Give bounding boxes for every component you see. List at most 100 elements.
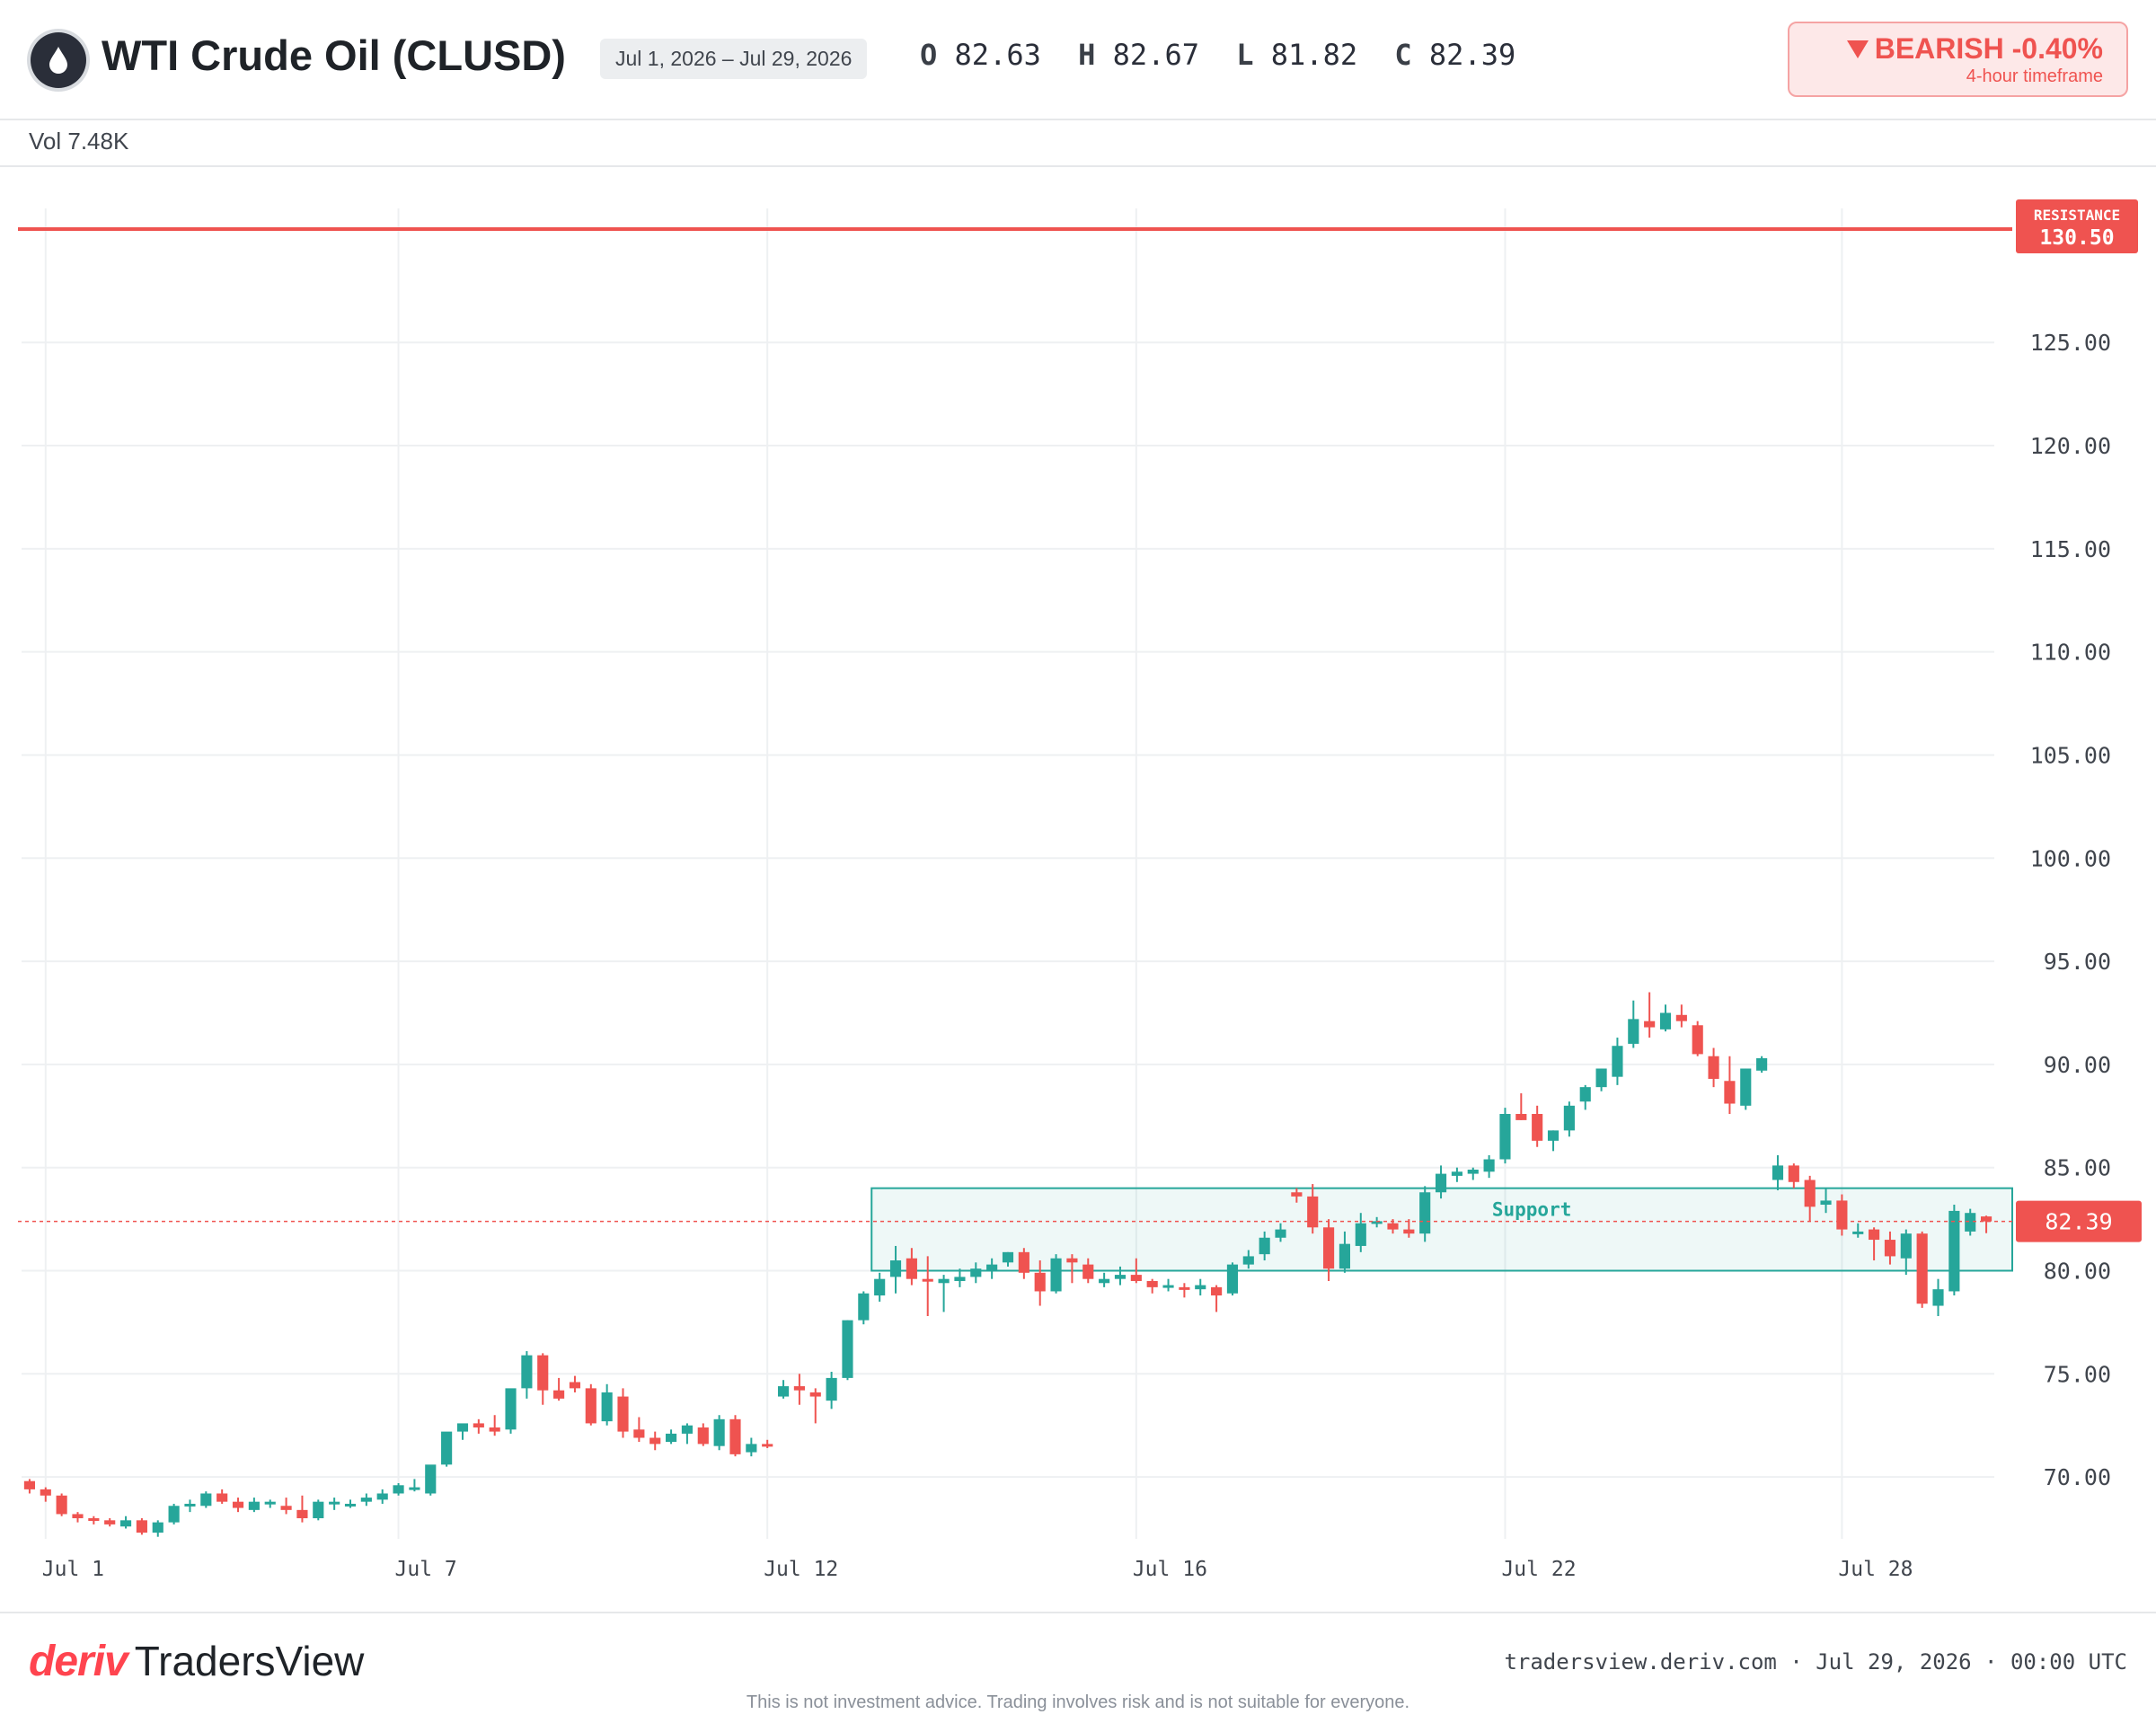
candle <box>232 1498 244 1513</box>
candle <box>666 1429 677 1445</box>
candle-body <box>1708 1056 1719 1079</box>
last-price-tag <box>2016 1200 2142 1242</box>
candle-body <box>1563 1105 1575 1131</box>
candle <box>1515 1093 1527 1120</box>
candle-body <box>697 1427 709 1445</box>
candle-body <box>1403 1229 1415 1234</box>
candle-body <box>40 1489 51 1496</box>
candle-body <box>1932 1289 1944 1306</box>
candle <box>505 1388 517 1434</box>
candle <box>329 1498 340 1510</box>
candle <box>986 1258 998 1279</box>
candle <box>1483 1154 1495 1179</box>
candle <box>1371 1216 1383 1228</box>
candle-body <box>1675 1014 1687 1021</box>
footer-meta: tradersview.deriv.com · Jul 29, 2026 · 0… <box>1504 1649 2127 1675</box>
candle-body <box>1499 1113 1511 1160</box>
candle-body <box>842 1320 853 1378</box>
low-label: L <box>1236 38 1254 72</box>
candle <box>1756 1056 1768 1074</box>
candle <box>922 1256 933 1317</box>
candle <box>1772 1154 1784 1190</box>
candle-body <box>1724 1081 1736 1104</box>
candle-body <box>601 1392 613 1422</box>
y-tick-label: 115.00 <box>2030 536 2111 562</box>
candle-body <box>1740 1068 1752 1106</box>
x-tick-label: Jul 7 <box>395 1558 457 1581</box>
candlestick-chart[interactable]: 70.00 75.00 80.00 85.00 90.00 95.00 100.00 105.… <box>0 169 2156 1612</box>
candle <box>136 1518 147 1535</box>
candle-body <box>152 1522 163 1533</box>
candle-body <box>56 1495 67 1515</box>
candle-body <box>1788 1165 1799 1182</box>
candle-body <box>569 1382 581 1389</box>
candle <box>889 1245 902 1294</box>
candle <box>713 1415 725 1451</box>
candle-body <box>1275 1229 1286 1238</box>
candle <box>1692 1021 1703 1056</box>
trend-badge-main: BEARISH -0.40% <box>1846 32 2103 66</box>
candle <box>970 1262 982 1284</box>
candle-body <box>456 1423 469 1432</box>
candle-body <box>793 1386 805 1391</box>
candle <box>1836 1194 1848 1236</box>
candle-body <box>938 1278 950 1284</box>
candle <box>1595 1068 1607 1091</box>
candle-body <box>858 1293 870 1321</box>
candle-body <box>1547 1130 1560 1141</box>
candle-body <box>489 1427 500 1432</box>
candle-body <box>1002 1251 1014 1263</box>
candle-body <box>1082 1264 1094 1279</box>
candle-body <box>666 1433 677 1443</box>
resistance-tag-label: RESISTANCE <box>2034 207 2120 224</box>
trend-badge-timeframe: 4-hour timeframe <box>1966 66 2103 86</box>
candle <box>521 1351 533 1399</box>
candle <box>184 1499 196 1513</box>
oil-drop-icon <box>31 32 86 88</box>
candle <box>1099 1272 1110 1287</box>
candle-body <box>1595 1068 1607 1088</box>
candle <box>1579 1084 1591 1110</box>
volume-bar: Vol 7.48K <box>0 122 2156 167</box>
candle <box>248 1498 260 1513</box>
candle <box>1082 1258 1094 1284</box>
candle-body <box>264 1501 276 1505</box>
candle <box>697 1423 709 1446</box>
candle-body <box>906 1258 917 1279</box>
candle-body <box>713 1418 725 1446</box>
candle <box>280 1498 292 1515</box>
date-range-pill[interactable]: Jul 1, 2026 – Jul 29, 2026 <box>600 39 868 79</box>
candle <box>40 1487 51 1502</box>
candle-body <box>1050 1258 1062 1292</box>
candle <box>441 1431 453 1467</box>
candle-body <box>537 1355 549 1391</box>
low-value: 81.82 <box>1270 38 1358 72</box>
candle <box>777 1380 790 1399</box>
candle-body <box>1804 1180 1816 1207</box>
candle <box>119 1516 132 1529</box>
candle-body <box>409 1487 420 1490</box>
candle <box>793 1374 805 1405</box>
candle <box>1179 1283 1190 1298</box>
candle-body <box>1387 1223 1399 1230</box>
candle <box>1708 1047 1719 1088</box>
candle-body <box>1916 1233 1928 1304</box>
candle-body <box>1130 1275 1142 1281</box>
candle <box>1114 1266 1127 1286</box>
candle-body <box>1869 1229 1880 1241</box>
candle-body <box>1692 1025 1703 1055</box>
resistance-tag <box>2016 199 2138 253</box>
candle-body <box>1532 1113 1543 1141</box>
candle <box>216 1489 228 1504</box>
candle <box>296 1495 308 1523</box>
candle-body <box>1772 1165 1784 1180</box>
high-label: H <box>1078 38 1096 72</box>
candle-body <box>376 1493 388 1500</box>
candle-body <box>729 1418 741 1454</box>
y-tick-label: 120.00 <box>2030 433 2111 459</box>
candle <box>1932 1278 1944 1317</box>
candle-body <box>553 1390 565 1399</box>
candle-body <box>521 1355 533 1389</box>
candle-body <box>1419 1192 1431 1234</box>
candle <box>456 1423 469 1440</box>
